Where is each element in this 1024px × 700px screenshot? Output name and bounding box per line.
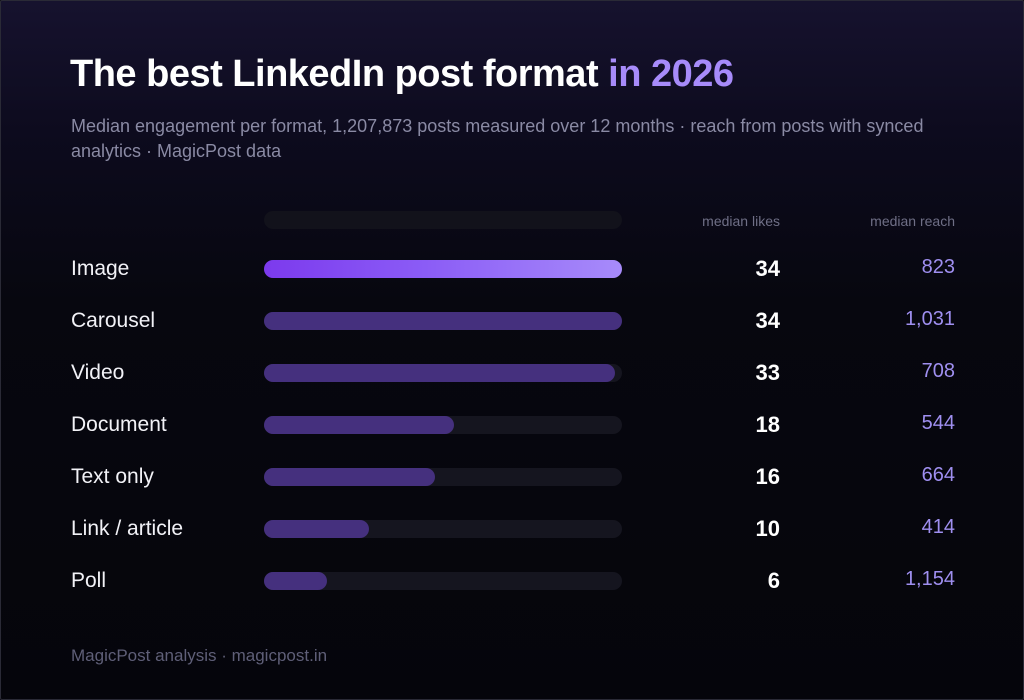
bar [264,572,327,590]
reach-value: 544 [921,412,955,434]
reach-value: 1,031 [904,308,955,330]
likes-value: 34 [755,256,780,281]
chart-row: Video 33 708 [1,358,1023,388]
chart-row: Text only 16 664 [1,462,1023,492]
bar [264,520,369,538]
bar-track [264,572,622,590]
footer-source: MagicPost analysis · magicpost.in [71,646,328,665]
title-main: The best LinkedIn post format [70,53,599,95]
likes-value: 18 [755,412,780,437]
likes-value: 10 [755,516,780,541]
row-label: Text only [71,465,154,488]
chart-row: Link / article 10 414 [1,514,1023,544]
bar [264,260,622,278]
bar-track [264,364,622,382]
column-header-reach: median reach [870,213,955,229]
row-label: Link / article [71,517,184,540]
column-header-likes: median likes [702,213,780,229]
bar [264,364,615,382]
row-label: Poll [71,569,107,592]
chart-row: Document 18 544 [1,410,1023,440]
reach-value: 823 [921,256,955,278]
reach-value: 708 [921,360,955,382]
chart-subtitle: Median engagement per format, 1,207,873 … [71,116,924,161]
bar [264,416,454,434]
reach-value: 414 [921,516,955,538]
reach-value: 664 [921,464,955,486]
bar-track [264,520,622,538]
bar [264,468,435,486]
chart-row: Image 34 823 [1,254,1023,284]
likes-value: 6 [767,568,780,593]
row-label: Carousel [71,309,156,332]
bar-track [264,312,622,330]
chart-title: The best LinkedIn post format in 2026 [70,53,734,96]
likes-value: 33 [755,360,780,385]
chart-row: Poll 6 1,154 [1,566,1023,596]
row-label: Image [71,257,130,280]
header-track [264,211,622,229]
bar-track [264,260,622,278]
likes-value: 34 [755,308,780,333]
reach-value: 1,154 [904,568,955,590]
bar-track [264,416,622,434]
title-accent: in 2026 [608,53,734,95]
bar [264,312,622,330]
chart-row: Carousel 34 1,031 [1,306,1023,336]
row-label: Document [71,413,167,436]
likes-value: 16 [755,464,780,489]
row-label: Video [71,361,125,384]
bar-track [264,468,622,486]
